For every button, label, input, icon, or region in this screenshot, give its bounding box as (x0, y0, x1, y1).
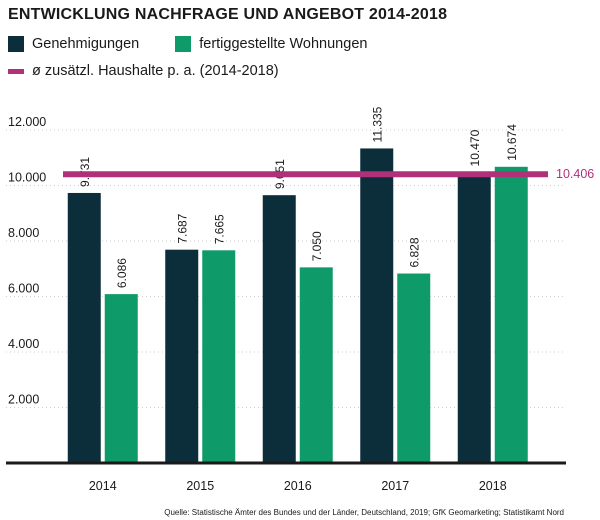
x-tick-label: 2018 (479, 479, 507, 493)
bar-fertiggestellte (202, 250, 236, 463)
bar-genehmigungen (457, 172, 491, 463)
x-tick-label: 2015 (186, 479, 214, 493)
bar-fertiggestellte (494, 166, 528, 463)
chart-title: ENTWICKLUNG NACHFRAGE UND ANGEBOT 2014-2… (8, 6, 448, 23)
data-label-fertiggestellte: 10.674 (505, 124, 519, 161)
legend-swatch-fertiggestellte (175, 36, 192, 52)
legend-line-item: ø zusätzl. Haushalte p. a. (2014-2018) (8, 63, 279, 79)
bar-genehmigungen (67, 192, 101, 463)
x-tick-label: 2016 (284, 479, 312, 493)
y-tick-label: 12.000 (8, 115, 46, 129)
bar-fertiggestellte (299, 267, 333, 463)
legend-label-fertiggestellte: fertiggestellte Wohnungen (199, 36, 368, 52)
data-label-fertiggestellte: 6.828 (408, 237, 422, 267)
data-label-genehmigungen: 10.470 (468, 129, 482, 166)
reference-line-label: 10.406 (556, 167, 594, 181)
data-label-fertiggestellte: 7.050 (310, 231, 324, 261)
legend-item-genehmigungen: Genehmigungen (8, 36, 139, 52)
source-note: Quelle: Statistische Ämter des Bundes un… (164, 508, 564, 517)
data-label-fertiggestellte: 7.665 (213, 214, 227, 244)
legend-swatch-haushalte (8, 68, 24, 74)
y-tick-label: 6.000 (8, 282, 39, 296)
bar-genehmigungen (165, 249, 199, 463)
y-tick-label: 8.000 (8, 226, 39, 240)
data-label-genehmigungen: 11.335 (371, 106, 385, 142)
y-tick-label: 4.000 (8, 337, 39, 351)
legend-swatch-genehmigungen (8, 36, 24, 52)
bar-genehmigungen (262, 195, 296, 463)
bar-genehmigungen (360, 148, 394, 464)
bar-fertiggestellte (104, 294, 138, 463)
y-tick-label: 10.000 (8, 171, 46, 185)
data-label-genehmigungen: 7.687 (176, 213, 190, 243)
legend: Genehmigungen fertiggestellte Wohnungen (8, 36, 403, 52)
x-tick-label: 2014 (89, 479, 117, 493)
x-tick-label: 2017 (381, 479, 409, 493)
data-label-fertiggestellte: 6.086 (115, 258, 129, 288)
legend-item-fertiggestellte: fertiggestellte Wohnungen (175, 36, 367, 52)
legend-label-genehmigungen: Genehmigungen (32, 36, 140, 52)
legend-label-haushalte: ø zusätzl. Haushalte p. a. (2014-2018) (32, 63, 279, 79)
y-tick-label: 2.000 (8, 393, 39, 407)
bar-fertiggestellte (397, 273, 431, 463)
